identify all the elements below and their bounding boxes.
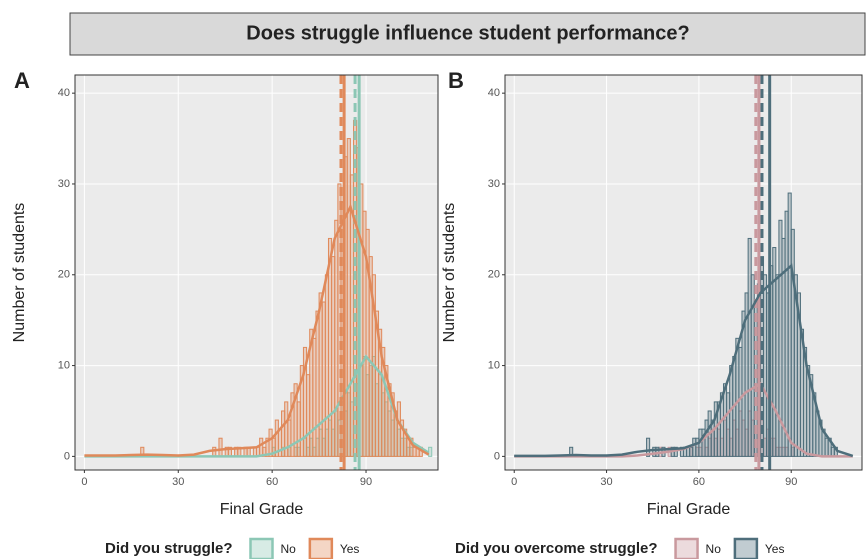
x-tick-label: 60 [266, 476, 278, 488]
x-tick-label: 90 [785, 476, 797, 488]
histogram-bar [218, 437, 223, 457]
legend-title: Did you overcome struggle? [455, 540, 658, 557]
density-curve [514, 263, 854, 458]
figure-title: Does struggle influence student performa… [246, 22, 689, 44]
y-tick-label: 0 [64, 450, 70, 462]
y-axis-label: Number of students [441, 203, 458, 343]
y-tick-label: 40 [58, 87, 70, 99]
x-axis-label: Final Grade [647, 501, 731, 518]
panel-label: A [14, 68, 30, 93]
y-tick-label: 10 [488, 359, 500, 371]
x-tick-label: 60 [693, 476, 705, 488]
x-tick-label: 30 [172, 476, 184, 488]
y-tick-label: 20 [488, 269, 500, 281]
x-tick-label: 0 [511, 476, 517, 488]
legend-title: Did you struggle? [105, 540, 233, 557]
y-tick-label: 10 [58, 359, 70, 371]
legend-label: No [281, 542, 297, 556]
density-curve [84, 203, 430, 457]
legend-label: Yes [765, 542, 785, 556]
y-tick-label: 0 [494, 450, 500, 462]
plot-background [505, 75, 862, 470]
x-axis-label: Final Grade [220, 501, 304, 518]
x-tick-label: 90 [360, 476, 372, 488]
density-curve [84, 354, 430, 458]
x-tick-label: 0 [81, 476, 87, 488]
legend-label: No [706, 542, 722, 556]
x-tick-label: 30 [600, 476, 612, 488]
y-tick-label: 40 [488, 87, 500, 99]
panel-label: B [448, 68, 464, 93]
histogram-bar [212, 446, 217, 457]
plot-border [504, 74, 863, 471]
title-box [69, 12, 866, 56]
y-axis-label: Number of students [11, 203, 28, 343]
legend-label: Yes [340, 542, 360, 556]
y-tick-label: 20 [58, 269, 70, 281]
legend-key [249, 537, 274, 559]
y-tick-label: 30 [488, 178, 500, 190]
legend-key [308, 537, 334, 559]
plot-background [75, 75, 438, 470]
legend-key [733, 537, 759, 559]
histogram-bar [646, 437, 651, 457]
legend-key [674, 537, 699, 559]
plot-border [74, 74, 439, 471]
y-tick-label: 30 [58, 178, 70, 190]
